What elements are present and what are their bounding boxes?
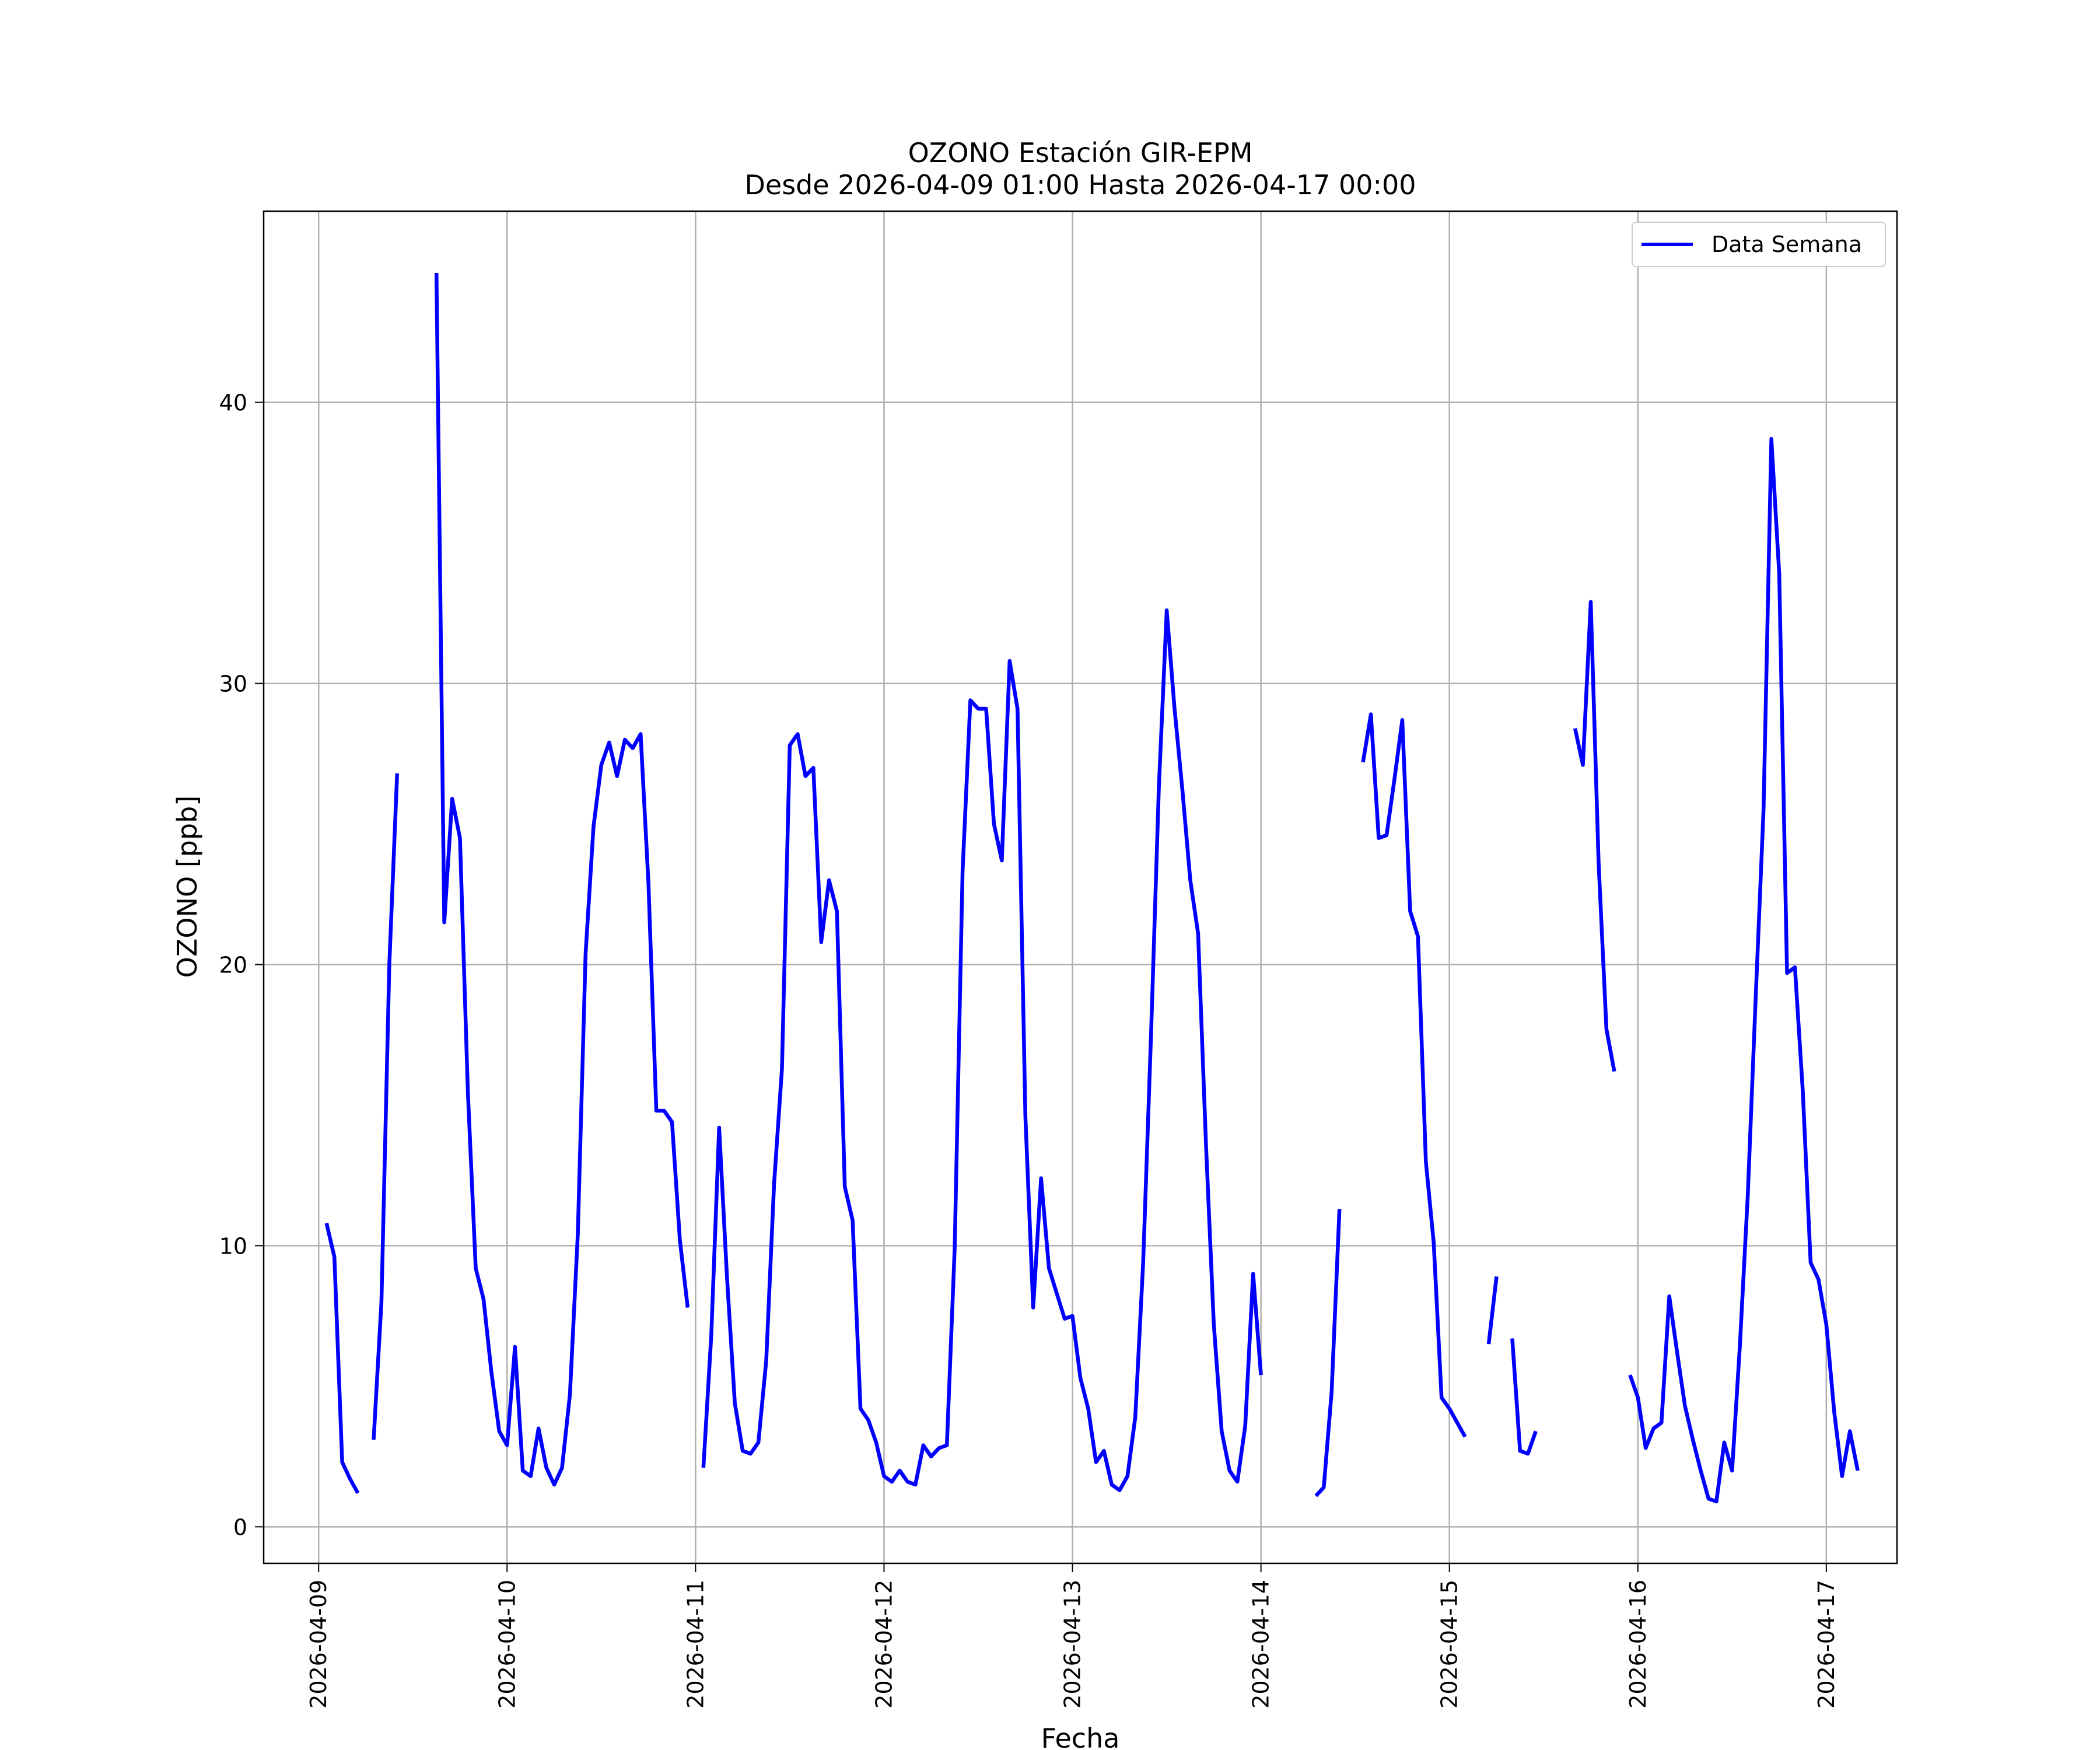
y-tick-label: 20 bbox=[219, 953, 247, 978]
x-tick-label: 2026-04-11 bbox=[682, 1580, 708, 1709]
x-tick-label: 2026-04-13 bbox=[1060, 1580, 1086, 1709]
grid-layer bbox=[264, 211, 1897, 1563]
ticks-layer: 2026-04-09 2026-04-10 2026-04-11 2026-04-12… bbox=[219, 390, 1839, 1709]
y-tick-label: 10 bbox=[219, 1233, 247, 1259]
series-line-segment bbox=[1314, 1209, 1342, 1497]
x-tick-label: 2026-04-09 bbox=[306, 1580, 331, 1709]
y-tick-label: 40 bbox=[219, 390, 247, 416]
series-line-segment bbox=[434, 272, 690, 1487]
series-line-segment bbox=[1510, 1338, 1538, 1456]
series-line-segment bbox=[1628, 437, 1860, 1504]
series-line-segment bbox=[372, 773, 400, 1440]
chart-subtitle: Desde 2026-04-09 01:00 Hasta 2026-04-17 … bbox=[744, 169, 1416, 201]
legend-box bbox=[1632, 222, 1886, 267]
series-line-segment bbox=[1486, 1276, 1499, 1345]
series-line-segment bbox=[324, 1223, 360, 1494]
x-tick-label: 2026-04-12 bbox=[871, 1580, 897, 1709]
legend: Data Semana bbox=[1632, 222, 1886, 267]
plot-frame bbox=[262, 210, 1898, 1564]
y-axis-label: OZONO [ppb] bbox=[172, 796, 203, 978]
data-layer bbox=[324, 272, 1860, 1504]
x-tick-label: 2026-04-10 bbox=[494, 1580, 520, 1709]
y-tick-label: 0 bbox=[233, 1514, 247, 1540]
x-tick-label: 2026-04-16 bbox=[1625, 1580, 1651, 1709]
x-tick-label: 2026-04-15 bbox=[1437, 1580, 1462, 1709]
series-line-segment bbox=[1361, 712, 1467, 1438]
series-line-segment bbox=[701, 608, 1263, 1492]
x-tick-label: 2026-04-14 bbox=[1248, 1580, 1274, 1709]
x-axis-label: Fecha bbox=[1041, 1723, 1120, 1750]
x-tick-label: 2026-04-17 bbox=[1814, 1580, 1839, 1709]
y-tick-label: 30 bbox=[219, 671, 247, 697]
chart-title: OZONO Estación GIR-EPM bbox=[908, 137, 1253, 169]
series-line-segment bbox=[1573, 600, 1616, 1072]
legend-label-data-semana: Data Semana bbox=[1712, 232, 1862, 257]
